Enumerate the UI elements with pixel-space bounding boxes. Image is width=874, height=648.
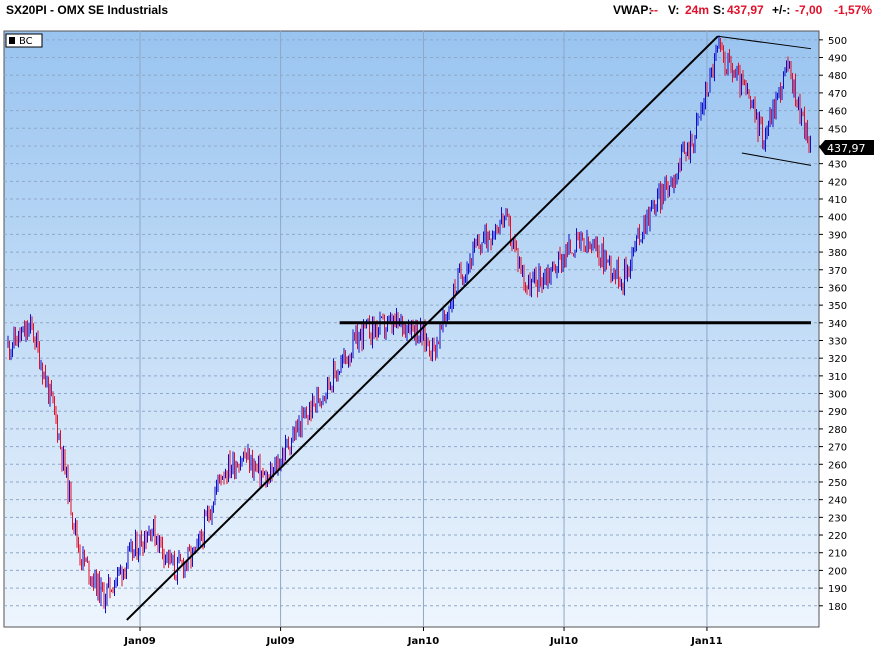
y-tick-label: 180	[828, 602, 847, 613]
y-tick-label: 490	[828, 54, 847, 65]
y-tick-label: 310	[828, 372, 847, 383]
change-percent: -1,57%	[834, 3, 873, 17]
y-tick-label: 260	[828, 460, 847, 471]
y-tick-label: 470	[828, 89, 847, 100]
legend-label: BC	[19, 36, 33, 47]
change-value: -7,00	[795, 3, 823, 17]
last-value: 437,97	[727, 3, 764, 17]
chart-header: SX20PI - OMX SE Industrials VWAP: -- V: …	[0, 0, 874, 20]
y-tick-label: 340	[828, 319, 847, 330]
y-axis: 180 190 200 210 220 230 240 250 260 270 280 290 300 3…	[819, 36, 847, 613]
y-tick-label: 300	[828, 390, 847, 401]
y-tick-label: 230	[828, 513, 847, 524]
trend-lines	[126, 35, 812, 621]
y-tick-label: 500	[828, 36, 847, 47]
x-tick-label: Jan11	[690, 636, 723, 647]
y-tick-label: 190	[828, 584, 847, 595]
y-tick-label: 320	[828, 354, 847, 365]
x-tick-label: Jan09	[123, 636, 156, 647]
x-tick-label: Jan10	[407, 636, 440, 647]
channel-bottom-line	[741, 152, 812, 166]
chart-title: SX20PI - OMX SE Industrials	[6, 3, 169, 17]
series-swatch	[9, 37, 15, 44]
y-tick-label: 480	[828, 71, 847, 82]
y-tick-label: 220	[828, 531, 847, 542]
y-tick-label: 360	[828, 283, 847, 294]
y-tick-label: 450	[828, 124, 847, 135]
y-tick-label: 380	[828, 248, 847, 259]
volume-label: V:	[668, 3, 680, 17]
y-tick-label: 250	[828, 478, 847, 489]
y-tick-label: 240	[828, 496, 847, 507]
y-tick-label: 370	[828, 266, 847, 277]
price-bars	[7, 35, 811, 614]
change-label: +/-:	[772, 3, 791, 17]
volume-value: 24m	[685, 3, 710, 17]
y-tick-label: 330	[828, 336, 847, 347]
x-tick-label: Jul09	[265, 636, 294, 647]
last-label: S:	[713, 3, 725, 17]
last-price-tag-text: 437,97	[827, 142, 866, 155]
legend-box[interactable]: BC	[5, 33, 43, 48]
x-tick-label: Jul10	[549, 636, 578, 647]
y-tick-label: 200	[828, 566, 847, 577]
y-tick-label: 400	[828, 213, 847, 224]
y-tick-label: 410	[828, 195, 847, 206]
y-tick-label: 390	[828, 230, 847, 241]
y-tick-label: 420	[828, 177, 847, 188]
grid	[4, 31, 819, 627]
y-tick-label: 270	[828, 443, 847, 454]
channel-top-line	[717, 35, 812, 50]
vwap-value: --	[650, 3, 658, 17]
y-tick-label: 430	[828, 160, 847, 171]
vwap-label: VWAP:	[613, 3, 653, 17]
x-axis: Jan09 Jul09 Jan10 Jul10 Jan11	[123, 627, 723, 647]
y-tick-label: 280	[828, 425, 847, 436]
y-tick-label: 210	[828, 549, 847, 560]
trendline-line	[126, 35, 719, 621]
last-price-tag: 437,97	[819, 140, 874, 155]
y-tick-label: 290	[828, 407, 847, 418]
y-tick-label: 460	[828, 107, 847, 118]
y-tick-label: 350	[828, 301, 847, 312]
